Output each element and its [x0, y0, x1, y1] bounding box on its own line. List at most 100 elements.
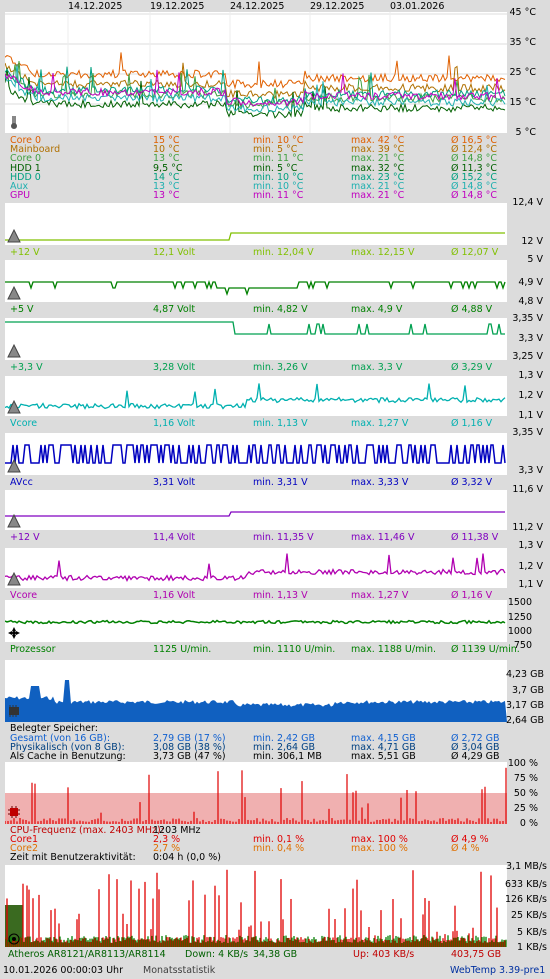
network-down: Down: 4 KB/s — [185, 949, 249, 960]
voltage-avg: Ø 3,29 V — [451, 362, 493, 373]
fan-avg: Ø 1139 U/min. — [451, 644, 520, 655]
temp-cur: 10 °C — [153, 144, 180, 156]
temp-row: Aux 13 °C min. 10 °C max. 21 °C Ø 14,8 °C — [10, 181, 530, 192]
memory-scale-label: 2,64 GB — [505, 715, 544, 726]
monthly-stats-link[interactable]: Monatsstatistik — [143, 965, 216, 976]
memory-max: max. 5,51 GB — [351, 751, 416, 763]
memory-max: max. 4,71 GB — [351, 742, 416, 754]
fan-icon — [7, 626, 21, 640]
voltage-max: max. 4,9 V — [351, 304, 403, 315]
warning-triangle-icon — [7, 399, 21, 414]
temp-series-line — [5, 64, 506, 114]
temp-row: Core 0 13 °C min. 11 °C max. 21 °C Ø 14,8 °C — [10, 153, 530, 165]
temp-max: max. 21 °C — [351, 153, 405, 165]
temp-max: max. 23 °C — [351, 171, 405, 183]
voltage-scale-label: 4,8 V — [518, 296, 543, 307]
temp-cur: 13 °C — [153, 153, 180, 165]
fan-scale-label: 750 — [513, 640, 532, 651]
voltage-cur: 1,16 Volt — [153, 590, 196, 601]
app-version[interactable]: WebTemp 3.39-pre1 — [450, 965, 546, 976]
voltage-line — [5, 511, 505, 517]
memory-row: Physikalisch (von 8 GB): 3,08 GB (38 %) mi… — [10, 742, 530, 754]
voltage-scale-label: 1,3 V — [518, 540, 543, 551]
voltage-name: +12 V — [10, 247, 40, 258]
voltage-scale-label: 3,35 V — [512, 427, 543, 438]
temp-name: Mainboard — [10, 144, 61, 156]
memory-row: Als Cache in Benutzung: 3,73 GB (47 %) min… — [10, 751, 530, 763]
voltage-graph — [5, 548, 507, 588]
voltage-avg: Ø 11,38 V — [451, 532, 499, 543]
memory-graph — [5, 660, 507, 722]
network-scale-label: 25 KB/s — [510, 910, 547, 921]
memory-row: Gesamt (von 16 GB): 2,79 GB (17 %) min. 2,… — [10, 733, 530, 744]
temp-name: HDD 0 — [10, 171, 41, 183]
voltage-scale-label: 4,9 V — [518, 277, 543, 288]
date-label-4: 03.01.2026 — [390, 1, 445, 12]
temp-avg: Ø 15,2 °C — [451, 171, 498, 183]
voltage-line — [5, 553, 506, 583]
fan-current: 1125 U/min. — [153, 644, 212, 655]
voltage-cur: 1,16 Volt — [153, 418, 196, 429]
cpu-fill — [5, 793, 507, 824]
voltage-row: +5 V 4,87 Volt min. 4,82 V max. 4,9 V Ø 4,88… — [10, 304, 530, 315]
voltage-avg: Ø 3,32 V — [451, 477, 493, 488]
network-up: Up: 403 KB/s — [353, 949, 415, 960]
voltage-graph — [5, 203, 507, 245]
fan-scale-label: 1000 — [507, 626, 532, 637]
memory-cur: 2,79 GB (17 %) — [153, 733, 226, 744]
voltage-avg: Ø 12,07 V — [451, 247, 499, 258]
temp-max: max. 39 °C — [351, 144, 405, 156]
memory-min: min. 2,64 GB — [253, 742, 316, 754]
cpu-icon — [7, 805, 21, 819]
temp-name: Aux — [10, 181, 29, 192]
memory-title-text: Belegter Speicher: — [10, 723, 98, 734]
temp-avg: Ø 14,8 °C — [451, 181, 498, 192]
voltage-scale-label: 12,4 V — [512, 197, 543, 208]
voltage-scale-label: 1,3 V — [518, 370, 543, 381]
voltage-max: max. 3,3 V — [351, 362, 403, 373]
memory-min: min. 2,42 GB — [253, 733, 316, 744]
fan-min: min. 1110 U/min. — [253, 644, 336, 655]
voltage-name: +3,3 V — [10, 362, 43, 373]
warning-triangle-icon — [7, 571, 21, 586]
voltage-line — [5, 279, 506, 297]
temp-scale-label: 5 °C — [515, 127, 536, 138]
voltage-min: min. 1,13 V — [253, 590, 308, 601]
temp-series-line — [5, 52, 506, 90]
memory-scale-label: 3,7 GB — [511, 685, 544, 696]
voltage-name: Vcore — [10, 418, 38, 429]
fan-name: Prozessor — [10, 644, 56, 655]
temp-name: GPU — [10, 190, 31, 202]
cpu-scale-label: 25 % — [513, 803, 538, 814]
temp-min: min. 10 °C — [253, 135, 304, 146]
network-scale-label: 633 KB/s — [504, 879, 547, 890]
temperature-graph — [5, 12, 507, 133]
voltage-max: max. 1,27 V — [351, 590, 409, 601]
memory-avg: Ø 2,72 GB — [451, 733, 500, 744]
voltage-line — [5, 383, 506, 411]
voltage-row: Vcore 1,16 Volt min. 1,13 V max. 1,27 V Ø 1,… — [10, 590, 530, 601]
voltage-row: +12 V 12,1 Volt min. 12,04 V max. 12,15 V Ø … — [10, 247, 530, 258]
voltage-min: min. 1,13 V — [253, 418, 308, 429]
memory-name: Gesamt (von 16 GB): — [10, 733, 111, 744]
network-total-up: 403,75 GB — [451, 949, 502, 960]
memory-min: min. 306,1 MB — [253, 751, 322, 763]
voltage-name: AVcc — [10, 477, 33, 488]
temp-max: max. 42 °C — [351, 135, 405, 146]
warning-triangle-icon — [7, 513, 21, 528]
network-scale-label: 1 KB/s — [517, 942, 547, 953]
temp-min: min. 5 °C — [253, 144, 298, 156]
footer-datetime: 10.01.2026 00:00:03 Uhr — [3, 965, 123, 976]
cpu-cur: 2,3 % — [153, 834, 181, 845]
temp-name: Core 0 — [10, 153, 42, 165]
temp-row: GPU 13 °C min. 11 °C max. 21 °C Ø 14,8 °C — [10, 190, 530, 202]
cpu-min: min. 0,1 % — [253, 834, 305, 845]
cpu-scale-label: 0 % — [519, 818, 538, 829]
network-icon — [7, 932, 21, 946]
voltage-scale-label: 1,2 V — [518, 561, 543, 572]
warning-triangle-icon — [7, 458, 21, 473]
temp-scale-label: 15 °C — [509, 97, 537, 108]
cpu-name: Core2 — [10, 843, 39, 855]
cpu-name: Core1 — [10, 834, 39, 845]
voltage-name: Vcore — [10, 590, 38, 601]
